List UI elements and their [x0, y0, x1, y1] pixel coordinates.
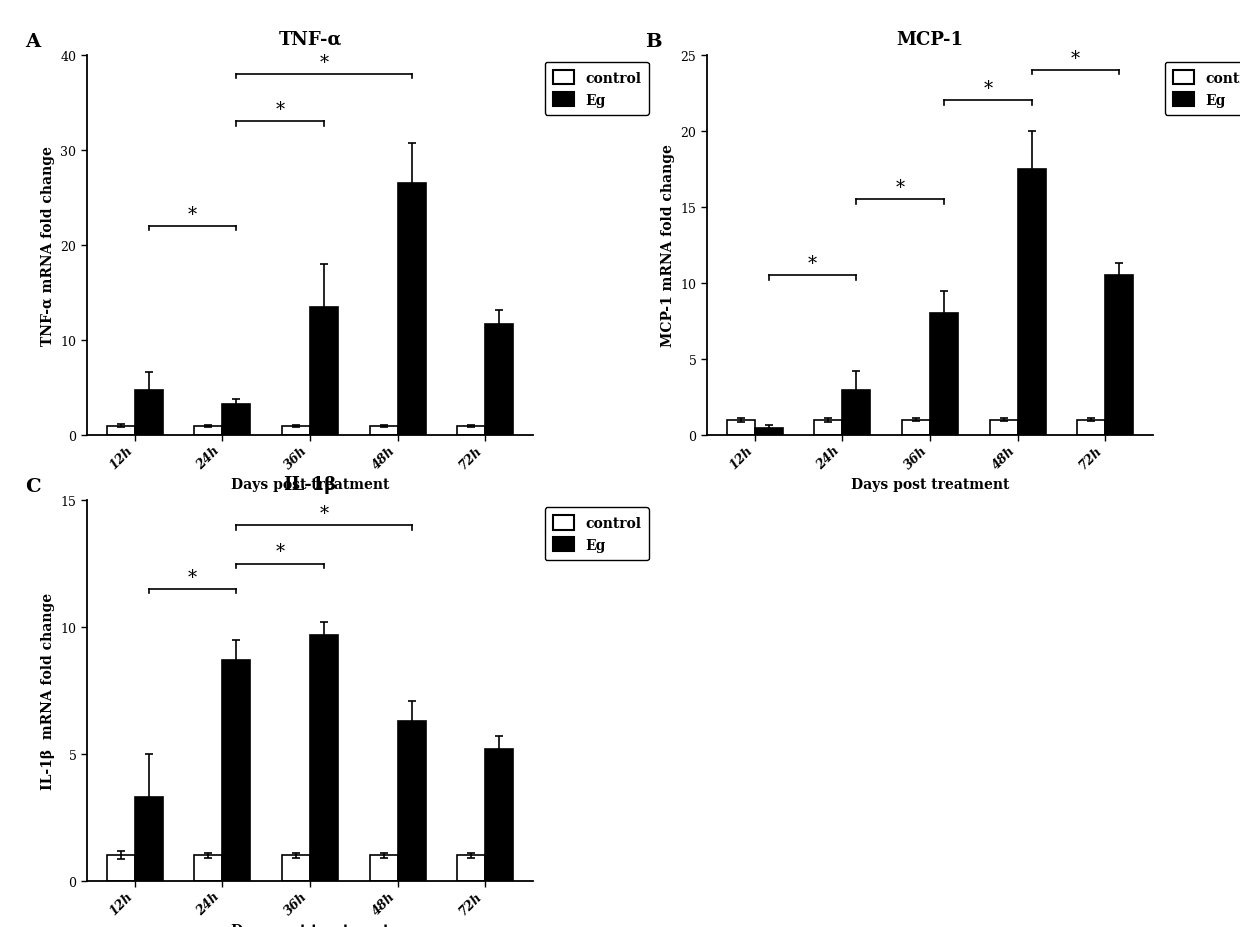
Bar — [485, 749, 513, 881]
Bar — [107, 856, 135, 881]
Bar — [815, 421, 842, 436]
Text: *: * — [320, 505, 329, 523]
X-axis label: Days post treatment: Days post treatment — [231, 922, 389, 927]
Bar — [310, 635, 339, 881]
Bar — [398, 184, 425, 436]
Text: *: * — [983, 81, 992, 98]
Bar — [398, 721, 425, 881]
Bar — [310, 308, 339, 436]
Bar — [370, 856, 398, 881]
Y-axis label: IL-1β  mRNA fold change: IL-1β mRNA fold change — [41, 592, 55, 789]
Bar — [195, 426, 222, 436]
X-axis label: Days post treatment: Days post treatment — [231, 477, 389, 491]
Bar — [370, 426, 398, 436]
Text: A: A — [25, 33, 40, 51]
Bar — [485, 324, 513, 436]
Bar — [901, 421, 930, 436]
Bar — [195, 856, 222, 881]
Legend: control, Eg: control, Eg — [1164, 62, 1240, 116]
Bar — [222, 404, 250, 436]
X-axis label: Days post treatment: Days post treatment — [851, 477, 1009, 491]
Bar — [458, 856, 485, 881]
Bar — [842, 390, 870, 436]
Text: *: * — [895, 179, 905, 197]
Legend: control, Eg: control, Eg — [544, 62, 650, 116]
Title: IL-1β: IL-1β — [284, 476, 336, 493]
Y-axis label: MCP-1 mRNA fold change: MCP-1 mRNA fold change — [661, 145, 675, 347]
Text: *: * — [320, 54, 329, 71]
Bar — [281, 856, 310, 881]
Bar — [755, 428, 782, 436]
Title: TNF-α: TNF-α — [278, 31, 342, 48]
Text: *: * — [1070, 50, 1080, 68]
Bar — [1105, 276, 1133, 436]
Text: C: C — [25, 478, 41, 496]
Y-axis label: TNF-α mRNA fold change: TNF-α mRNA fold change — [41, 146, 55, 346]
Text: *: * — [275, 101, 285, 119]
Bar — [727, 421, 755, 436]
Bar — [1018, 170, 1045, 436]
Text: *: * — [188, 206, 197, 223]
Text: *: * — [808, 255, 817, 273]
Legend: control, Eg: control, Eg — [544, 507, 650, 561]
Text: *: * — [188, 568, 197, 586]
Bar — [107, 426, 135, 436]
Text: *: * — [275, 543, 285, 561]
Bar — [990, 421, 1018, 436]
Text: B: B — [645, 33, 661, 51]
Bar — [930, 314, 959, 436]
Bar — [135, 797, 162, 881]
Bar — [222, 660, 250, 881]
Bar — [1078, 421, 1105, 436]
Title: MCP-1: MCP-1 — [897, 31, 963, 48]
Bar — [281, 426, 310, 436]
Bar — [458, 426, 485, 436]
Bar — [135, 390, 162, 436]
